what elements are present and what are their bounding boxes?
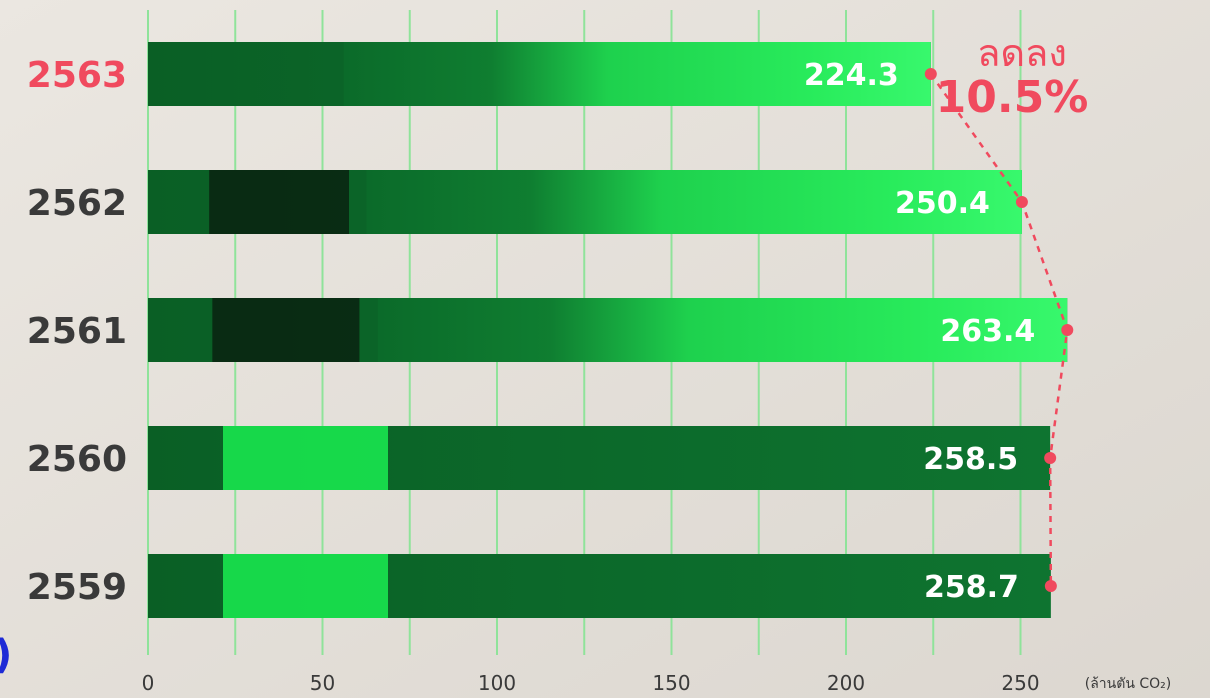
category-label: 2562	[27, 183, 127, 224]
value-label: 250.4	[895, 186, 990, 221]
x-tick-label: 250	[1001, 671, 1039, 695]
annotation-line1: ลดลง	[977, 31, 1067, 75]
bar-chimney-overlay	[209, 170, 349, 234]
bars	[148, 42, 1068, 618]
trend-point	[1015, 196, 1028, 208]
category-label: 2563	[27, 55, 127, 96]
labels: 0 50 100 150 200 250 2563 224.3 2562 250.4 2561 263…	[27, 55, 1040, 695]
value-label: 263.4	[940, 314, 1035, 349]
bar-smoke-overlay	[377, 298, 1068, 362]
value-label: 224.3	[804, 58, 899, 93]
trend-point	[924, 68, 937, 80]
bar-chimney-overlay	[223, 426, 388, 490]
x-tick-label: 50	[310, 671, 335, 695]
trend-line	[924, 68, 1074, 592]
bar-smoke-overlay	[366, 170, 1022, 234]
trend-point	[1044, 452, 1057, 464]
bar-chimney-overlay	[223, 554, 388, 618]
value-label: 258.7	[924, 570, 1019, 605]
category-label: 2559	[27, 567, 127, 608]
annotation-line2: 10.5%	[936, 72, 1089, 123]
x-tick-label: 100	[478, 671, 516, 695]
trend-point	[1044, 580, 1057, 592]
trend-point	[1061, 324, 1074, 336]
bar-smoke-overlay	[343, 42, 931, 106]
x-tick-label: 200	[827, 671, 865, 695]
unit-label: (ล้านตัน CO₂)	[1085, 676, 1171, 692]
value-label: 258.5	[923, 442, 1018, 477]
x-tick-label: 150	[652, 671, 690, 695]
category-label: 2560	[27, 439, 127, 480]
category-label: 2561	[27, 311, 127, 352]
edge-glyph: )	[0, 632, 12, 678]
x-tick-label: 0	[142, 671, 155, 695]
bar-chimney-overlay	[212, 298, 360, 362]
